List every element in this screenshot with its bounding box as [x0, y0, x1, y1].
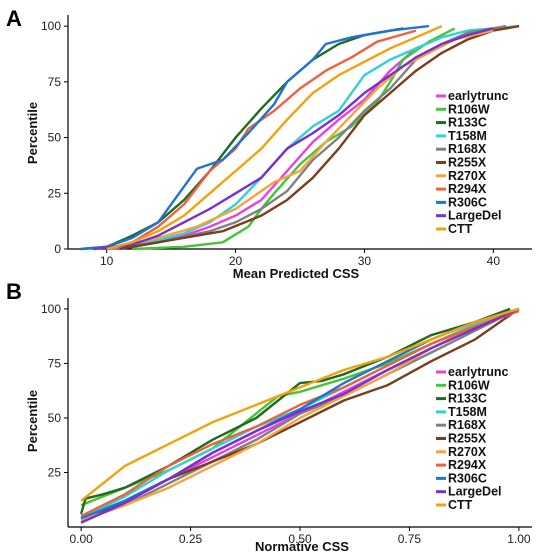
y-tick-label: 25: [48, 186, 62, 200]
legend-label-r168x: R168X: [448, 142, 487, 156]
x-tick-label: 40: [487, 254, 501, 268]
legend-label-r294x: R294X: [448, 458, 487, 472]
series-line-r133c: [80, 27, 404, 251]
legend-label-t158m: T158M: [448, 129, 487, 143]
x-tick-label: 20: [229, 254, 243, 268]
series-line-r106w: [132, 27, 456, 251]
series-line-earlytrunc: [106, 36, 443, 251]
y-tick-label: 0: [54, 242, 61, 256]
legend-label-r306c: R306C: [448, 471, 487, 485]
legend-label-r133c: R133C: [448, 116, 487, 130]
y-tick-label: 100: [41, 302, 61, 316]
legend-label-r106w: R106W: [448, 102, 490, 116]
panel-a-ylabel: Percentile: [25, 102, 40, 164]
series-line-r255x: [119, 24, 520, 251]
x-tick-label: 10: [100, 254, 114, 268]
x-tick-label: 0.75: [398, 532, 422, 546]
series-line-r294x: [80, 309, 520, 518]
panel-b: B Percentile Normative CSS 25 50 75 100 0.00…: [6, 279, 532, 554]
legend-label-t158m: T158M: [448, 405, 487, 419]
x-tick-label: 0.50: [288, 532, 312, 546]
legend-label-r133c: R133C: [448, 392, 487, 406]
panel-a: A Percentile Mean Predicted CSS 0 25 50 75 1…: [6, 6, 532, 281]
series-line-r294x: [106, 29, 417, 251]
series-line-ctt: [80, 307, 520, 502]
legend-label-earlytrunc: earlytrunc: [448, 365, 508, 379]
x-tick-label: 1.00: [507, 532, 531, 546]
panel-letter-a: A: [6, 6, 22, 31]
legend-label-largedel: LargeDel: [448, 485, 502, 499]
panel-b-xlabel: Normative CSS: [255, 539, 349, 554]
legend-label-r294x: R294X: [448, 182, 487, 196]
x-tick-label: 30: [358, 254, 372, 268]
y-tick-label: 50: [48, 411, 62, 425]
series-line-r306c: [80, 24, 430, 251]
panel-a-xlabel: Mean Predicted CSS: [233, 266, 360, 281]
y-tick-label: 100: [41, 19, 61, 33]
legend-label-r255x: R255X: [448, 156, 487, 170]
series-line-t158m: [106, 24, 520, 251]
series-line-ctt: [106, 24, 443, 251]
y-tick-label: 50: [48, 131, 62, 145]
legend-label-r168x: R168X: [448, 418, 487, 432]
panel-letter-b: B: [6, 279, 22, 304]
panel-b-ylabel: Percentile: [25, 390, 40, 452]
legend-label-largedel: LargeDel: [448, 209, 502, 223]
legend-label-r270x: R270X: [448, 169, 487, 183]
y-tick-label: 75: [48, 356, 62, 370]
series-line-largedel: [80, 307, 520, 524]
y-tick-label: 75: [48, 75, 62, 89]
x-tick-label: 0.25: [179, 532, 203, 546]
legend-label-r106w: R106W: [448, 378, 490, 392]
legend-label-ctt: CTT: [448, 222, 473, 236]
series-line-r168x: [80, 307, 520, 522]
series-line-r133c: [79, 307, 511, 515]
legend-label-ctt: CTT: [448, 498, 473, 512]
x-tick-label: 0.00: [69, 532, 93, 546]
legend-label-r255x: R255X: [448, 432, 487, 446]
series-line-largedel: [93, 27, 494, 251]
series-line-r270x: [106, 29, 494, 251]
legend-label-r270x: R270X: [448, 445, 487, 459]
legend-label-r306c: R306C: [448, 195, 487, 209]
legend-label-earlytrunc: earlytrunc: [448, 89, 508, 103]
y-tick-label: 25: [48, 465, 62, 479]
